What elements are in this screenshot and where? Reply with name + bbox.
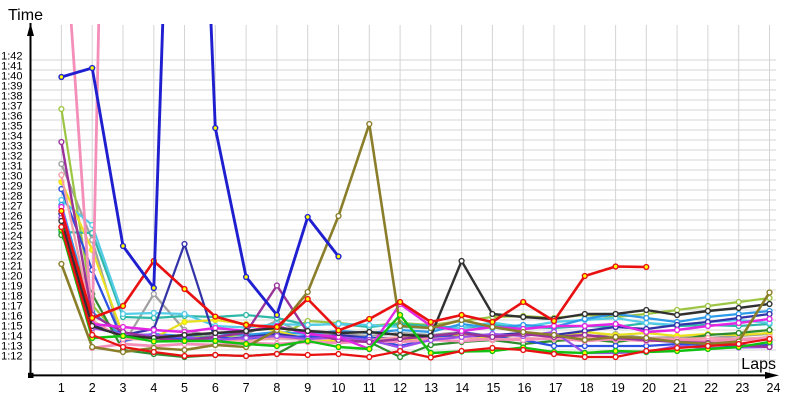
svg-text:1:15: 1:15: [1, 321, 22, 333]
svg-text:9: 9: [304, 381, 311, 395]
svg-text:1:13: 1:13: [1, 341, 22, 353]
svg-text:1:18: 1:18: [1, 291, 22, 303]
svg-text:1:16: 1:16: [1, 311, 22, 323]
svg-text:7: 7: [243, 381, 250, 395]
svg-text:1:12: 1:12: [1, 351, 22, 363]
svg-text:1:28: 1:28: [1, 191, 22, 203]
svg-text:22: 22: [704, 381, 718, 395]
svg-text:4: 4: [150, 381, 157, 395]
svg-text:Time: Time: [8, 7, 43, 24]
svg-text:1:21: 1:21: [1, 261, 22, 273]
svg-text:1:33: 1:33: [1, 141, 22, 153]
svg-text:1:37: 1:37: [1, 101, 22, 113]
svg-text:1:20: 1:20: [1, 271, 22, 283]
svg-text:1:26: 1:26: [1, 211, 22, 223]
svg-text:19: 19: [611, 381, 625, 395]
svg-text:24: 24: [767, 381, 781, 395]
svg-text:11: 11: [363, 381, 376, 395]
svg-text:1:29: 1:29: [1, 181, 22, 193]
svg-text:Laps: Laps: [741, 356, 776, 373]
svg-text:15: 15: [486, 381, 500, 395]
svg-text:3: 3: [120, 381, 127, 395]
svg-text:1:24: 1:24: [1, 231, 22, 243]
svg-text:5: 5: [181, 381, 188, 395]
svg-text:1:22: 1:22: [1, 251, 22, 263]
svg-text:21: 21: [673, 381, 687, 395]
svg-text:6: 6: [212, 381, 219, 395]
svg-text:1:39: 1:39: [1, 81, 22, 93]
svg-text:13: 13: [424, 381, 438, 395]
svg-text:14: 14: [455, 381, 469, 395]
svg-text:16: 16: [518, 381, 532, 395]
svg-text:17: 17: [549, 381, 563, 395]
svg-text:1:25: 1:25: [1, 221, 22, 233]
svg-text:10: 10: [332, 381, 346, 395]
svg-text:1:42: 1:42: [1, 51, 22, 63]
svg-text:1:34: 1:34: [1, 131, 22, 143]
svg-text:1:36: 1:36: [1, 111, 22, 123]
svg-text:8: 8: [273, 381, 280, 395]
svg-text:1:32: 1:32: [1, 151, 22, 163]
svg-text:23: 23: [735, 381, 749, 395]
svg-text:1:35: 1:35: [1, 121, 22, 133]
svg-text:1:31: 1:31: [1, 161, 22, 173]
svg-text:1:17: 1:17: [1, 301, 22, 313]
svg-text:20: 20: [642, 381, 656, 395]
svg-text:1: 1: [58, 381, 65, 395]
svg-text:1:19: 1:19: [1, 281, 22, 293]
svg-text:1:41: 1:41: [1, 61, 22, 73]
svg-text:12: 12: [393, 381, 407, 395]
svg-text:18: 18: [580, 381, 594, 395]
svg-text:1:40: 1:40: [1, 71, 22, 83]
svg-text:1:38: 1:38: [1, 91, 22, 103]
svg-text:1:23: 1:23: [1, 241, 22, 253]
svg-text:1:30: 1:30: [1, 171, 22, 183]
svg-text:1:14: 1:14: [1, 331, 22, 343]
svg-text:2: 2: [89, 381, 96, 395]
svg-text:1:27: 1:27: [1, 201, 22, 213]
